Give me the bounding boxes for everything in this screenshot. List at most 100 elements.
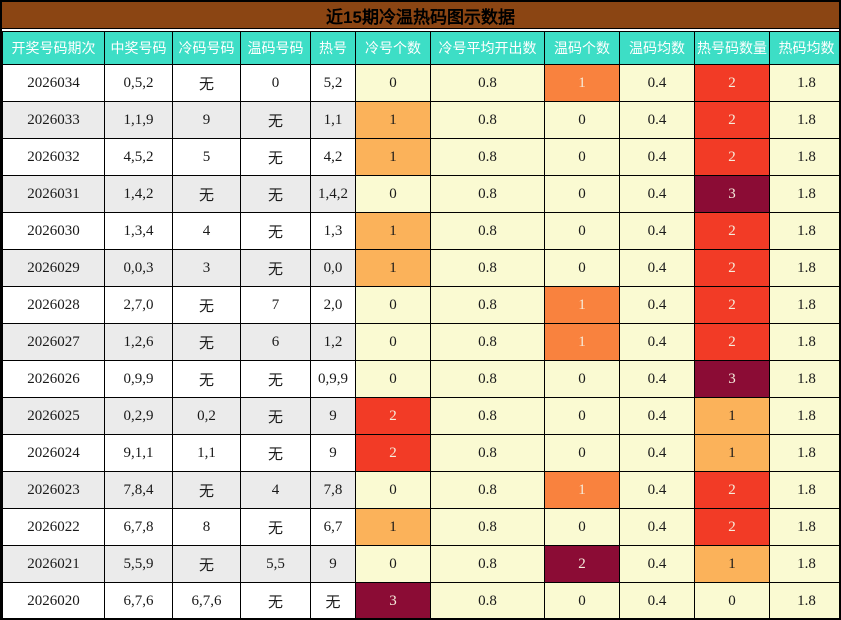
cell-warm-numbers: 无 xyxy=(240,397,311,435)
cell-warm-numbers: 无 xyxy=(240,360,311,398)
cell-cold-count: 2 xyxy=(355,434,431,472)
cell-cold-average: 0.8 xyxy=(430,212,545,250)
cell-cold-numbers: 0,2 xyxy=(172,397,241,435)
table-row: 2026033 1,1,9 9 无 1,1 1 0.8 0 0.4 2 1.8 xyxy=(2,101,839,139)
cell-warm-average: 0.4 xyxy=(619,175,695,213)
page-title: 近15期冷温热码图示数据 xyxy=(2,2,839,29)
cell-hot-count: 2 xyxy=(694,138,770,176)
cell-warm-numbers: 7 xyxy=(240,286,311,324)
header-row: 开奖号码期次 中奖号码 冷码号码 温码号码 热号 冷号个数 冷号平均开出数 温码个数 温码均数热… xyxy=(2,31,839,65)
table-row: 2026027 1,2,6 无 6 1,2 0 0.8 1 0.4 2 1.8 xyxy=(2,323,839,361)
cell-cold-average: 0.8 xyxy=(430,175,545,213)
cell-winning-numbers: 4,5,2 xyxy=(104,138,173,176)
cell-cold-numbers: 1,1 xyxy=(172,434,241,472)
cell-warm-count: 0 xyxy=(544,212,620,250)
cell-hot-count: 1 xyxy=(694,434,770,472)
cell-hot-average: 1.8 xyxy=(769,175,839,213)
cell-warm-average: 0.4 xyxy=(619,64,695,102)
table-row: 2026020 6,7,6 6,7,6 无 无 3 0.8 0 0.4 0 1.… xyxy=(2,582,839,618)
column-header: 温码号码 xyxy=(240,31,311,65)
table-row: 2026029 0,0,3 3 无 0,0 1 0.8 0 0.4 2 1.8 xyxy=(2,249,839,287)
table-row: 2026021 5,5,9 无 5,5 9 0 0.8 2 0.4 1 1.8 xyxy=(2,545,839,583)
table-row: 2026031 1,4,2 无 无 1,4,2 0 0.8 0 0.4 3 1.… xyxy=(2,175,839,213)
cell-cold-numbers: 无 xyxy=(172,360,241,398)
cell-hot-numbers: 0,9,9 xyxy=(310,360,356,398)
cell-period: 2026027 xyxy=(2,323,105,361)
cell-period: 2026021 xyxy=(2,545,105,583)
cell-cold-average: 0.8 xyxy=(430,138,545,176)
cell-cold-count: 0 xyxy=(355,360,431,398)
cell-hot-count: 2 xyxy=(694,323,770,361)
cell-hot-count: 1 xyxy=(694,397,770,435)
cell-cold-count: 0 xyxy=(355,175,431,213)
cell-winning-numbers: 6,7,6 xyxy=(104,582,173,618)
cell-hot-numbers: 2,0 xyxy=(310,286,356,324)
cell-cold-numbers: 无 xyxy=(172,323,241,361)
cell-warm-numbers: 无 xyxy=(240,249,311,287)
cell-hot-numbers: 5,2 xyxy=(310,64,356,102)
cell-warm-numbers: 无 xyxy=(240,212,311,250)
cell-hot-average: 1.8 xyxy=(769,397,839,435)
cell-winning-numbers: 1,1,9 xyxy=(104,101,173,139)
cell-hot-average: 1.8 xyxy=(769,360,839,398)
cell-winning-numbers: 0,0,3 xyxy=(104,249,173,287)
cell-winning-numbers: 0,2,9 xyxy=(104,397,173,435)
cell-warm-count: 0 xyxy=(544,582,620,618)
table-body: 2026034 0,5,2 无 0 5,2 0 0.8 1 0.4 2 1.8 … xyxy=(2,64,839,618)
cell-period: 2026022 xyxy=(2,508,105,546)
cell-hot-count: 2 xyxy=(694,101,770,139)
cell-winning-numbers: 6,7,8 xyxy=(104,508,173,546)
cell-cold-average: 0.8 xyxy=(430,397,545,435)
cell-hot-average: 1.8 xyxy=(769,323,839,361)
cell-cold-numbers: 8 xyxy=(172,508,241,546)
cell-cold-average: 0.8 xyxy=(430,545,545,583)
cell-hot-numbers: 1,3 xyxy=(310,212,356,250)
table-row: 2026022 6,7,8 8 无 6,7 1 0.8 0 0.4 2 1.8 xyxy=(2,508,839,546)
cell-hot-average: 1.8 xyxy=(769,471,839,509)
cell-hot-count: 2 xyxy=(694,64,770,102)
column-header: 温码均数 xyxy=(619,31,695,65)
cell-warm-numbers: 无 xyxy=(240,101,311,139)
cell-hot-average: 1.8 xyxy=(769,582,839,618)
cell-hot-numbers: 0,0 xyxy=(310,249,356,287)
cell-hot-count: 3 xyxy=(694,360,770,398)
cell-warm-count: 0 xyxy=(544,175,620,213)
cell-period: 2026029 xyxy=(2,249,105,287)
cell-warm-count: 1 xyxy=(544,323,620,361)
cell-hot-average: 1.8 xyxy=(769,64,839,102)
cell-warm-average: 0.4 xyxy=(619,212,695,250)
cell-cold-count: 0 xyxy=(355,323,431,361)
table-row: 2026023 7,8,4 无 4 7,8 0 0.8 1 0.4 2 1.8 xyxy=(2,471,839,509)
cell-hot-average: 1.8 xyxy=(769,212,839,250)
cell-hot-count: 2 xyxy=(694,471,770,509)
cell-cold-numbers: 4 xyxy=(172,212,241,250)
cell-cold-count: 0 xyxy=(355,64,431,102)
cell-cold-numbers: 无 xyxy=(172,471,241,509)
cell-warm-count: 0 xyxy=(544,360,620,398)
cell-hot-average: 1.8 xyxy=(769,508,839,546)
column-header: 冷号平均开出数 xyxy=(430,31,545,65)
column-header: 中奖号码 xyxy=(104,31,173,65)
cell-warm-count: 0 xyxy=(544,249,620,287)
cell-hot-numbers: 9 xyxy=(310,434,356,472)
cell-hot-count: 2 xyxy=(694,212,770,250)
cell-cold-numbers: 无 xyxy=(172,286,241,324)
column-header: 热号码数量 xyxy=(694,31,770,65)
cell-cold-count: 0 xyxy=(355,471,431,509)
cell-hot-count: 1 xyxy=(694,545,770,583)
cell-warm-numbers: 无 xyxy=(240,508,311,546)
cell-cold-average: 0.8 xyxy=(430,508,545,546)
cell-warm-average: 0.4 xyxy=(619,582,695,618)
column-header: 冷码号码 xyxy=(172,31,241,65)
cell-warm-count: 1 xyxy=(544,64,620,102)
cell-hot-average: 1.8 xyxy=(769,101,839,139)
table-row: 2026032 4,5,2 5 无 4,2 1 0.8 0 0.4 2 1.8 xyxy=(2,138,839,176)
cell-hot-average: 1.8 xyxy=(769,434,839,472)
cell-cold-average: 0.8 xyxy=(430,582,545,618)
cell-winning-numbers: 2,7,0 xyxy=(104,286,173,324)
cell-cold-numbers: 9 xyxy=(172,101,241,139)
cell-hot-average: 1.8 xyxy=(769,286,839,324)
cell-warm-average: 0.4 xyxy=(619,249,695,287)
cell-period: 2026031 xyxy=(2,175,105,213)
